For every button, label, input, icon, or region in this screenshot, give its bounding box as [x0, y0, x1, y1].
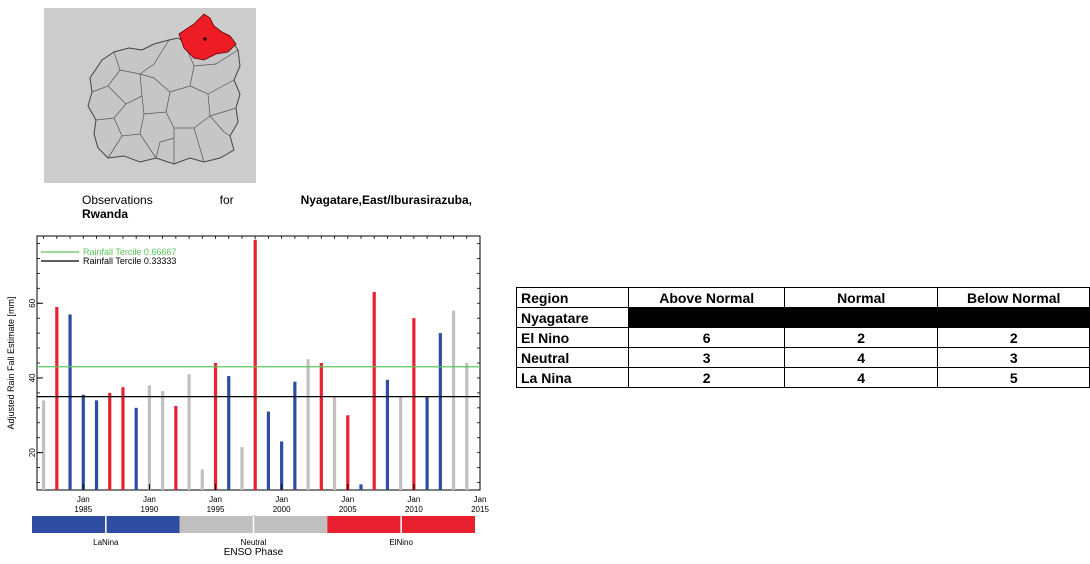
- bar-2001: [293, 381, 297, 490]
- bar-2003: [319, 363, 323, 490]
- table-cell: 4: [783, 367, 939, 388]
- table-header-normal: Normal: [783, 287, 939, 308]
- observations-location: Nyagatare,East/Iburasirazuba,: [300, 193, 472, 207]
- table-cell: 3: [628, 347, 785, 368]
- observations-label: Observations: [82, 193, 153, 207]
- table-row: El Nino 6 2 2: [515, 327, 1090, 348]
- x-tick-label-month: Jan: [209, 495, 222, 504]
- bar-1995: [213, 363, 218, 490]
- observations-country: Rwanda: [82, 207, 129, 221]
- bar-2012: [438, 333, 442, 490]
- bar-1987: [108, 392, 112, 490]
- bar-1997: [240, 447, 244, 490]
- table-cell: [937, 307, 1090, 328]
- bar-1982: [42, 400, 46, 490]
- bar-1986: [94, 400, 99, 490]
- legend-label: Rainfall Tercile 0.33333: [83, 256, 176, 266]
- observations-title: Observations for Nyagatare,East/Iburasir…: [82, 193, 472, 221]
- bar-1991: [161, 391, 165, 490]
- table-header-region: Region: [515, 287, 630, 308]
- table-row-label: El Nino: [515, 327, 630, 348]
- table-region-row: Nyagatare: [515, 307, 1090, 328]
- y-tick-label: 20: [28, 448, 37, 457]
- bar-1998: [253, 239, 257, 490]
- table-cell: [783, 307, 939, 328]
- bar-1999: [266, 411, 271, 490]
- x-tick-label-year: 2015: [471, 505, 489, 514]
- x-tick-label-month: Jan: [407, 495, 420, 504]
- x-tick-label-year: 2000: [273, 505, 291, 514]
- bar-2008: [385, 379, 390, 490]
- x-tick-label-year: 1985: [74, 505, 92, 514]
- bar-1990: [147, 385, 152, 490]
- x-tick-label-year: 1995: [207, 505, 225, 514]
- bar-1988: [121, 387, 125, 490]
- bar-1996: [227, 376, 231, 490]
- bar-2009: [399, 396, 403, 490]
- table-row-label: La Nina: [515, 367, 630, 388]
- district-borders: [91, 39, 239, 164]
- enso-segment-label: LaNina: [93, 538, 119, 547]
- bar-2000: [280, 441, 284, 490]
- x-tick-label-month: Jan: [77, 495, 90, 504]
- bar-1985: [81, 394, 85, 490]
- bar-1992: [174, 405, 178, 490]
- bar-2013: [451, 310, 456, 490]
- table-cell: 3: [937, 347, 1090, 368]
- table-cell: 5: [937, 367, 1090, 388]
- table-cell: 4: [783, 347, 939, 368]
- bar-2011: [425, 396, 429, 490]
- x-tick-label-month: Jan: [275, 495, 288, 504]
- bar-2002: [306, 359, 310, 490]
- table-cell: 2: [783, 327, 939, 348]
- bar-1984: [68, 314, 72, 490]
- enso-segment-label: Neutral: [241, 538, 267, 547]
- table-header-row: Region Above Normal Normal Below Normal: [515, 287, 1090, 308]
- x-tick-label-year: 2005: [339, 505, 357, 514]
- enso-segment-label: ElNino: [389, 538, 413, 547]
- bar-1989: [134, 407, 138, 490]
- bar-2014: [465, 363, 469, 490]
- table-header-above-normal: Above Normal: [628, 287, 785, 308]
- table-row: Neutral 3 4 3: [515, 347, 1090, 368]
- x-tick-label-month: Jan: [474, 495, 487, 504]
- y-axis-title: Adjusted Rain Fall Estimate [mm]: [6, 296, 16, 429]
- nyagatare-marker: [203, 37, 207, 41]
- x-tick-label-year: 2010: [405, 505, 423, 514]
- nyagatare-district-highlight: [178, 13, 237, 61]
- table-row: La Nina 2 4 5: [515, 367, 1090, 388]
- bar-2005: [346, 415, 350, 490]
- enso-phase-title: ENSO Phase: [224, 547, 284, 558]
- y-tick-label: 60: [28, 298, 37, 307]
- region-map: [44, 8, 256, 183]
- tercile-count-table: Region Above Normal Normal Below Normal …: [515, 287, 1090, 388]
- table-header-below-normal: Below Normal: [937, 287, 1090, 308]
- observations-for-label: for: [219, 193, 234, 207]
- y-tick-label: 40: [28, 373, 37, 382]
- country-outline: [87, 33, 241, 165]
- table-row-label: Neutral: [515, 347, 630, 368]
- legend-label: Rainfall Tercile 0.66667: [83, 247, 176, 257]
- bar-1994: [200, 469, 204, 490]
- table-cell: 2: [628, 367, 785, 388]
- x-tick-label-month: Jan: [143, 495, 156, 504]
- bar-2006: [359, 484, 363, 490]
- x-tick-label-year: 1990: [141, 505, 159, 514]
- table-region-name: Nyagatare: [515, 307, 630, 328]
- table-cell: 6: [628, 327, 785, 348]
- rwanda-map-image: [44, 8, 256, 183]
- x-tick-label-month: Jan: [341, 495, 354, 504]
- bar-2007: [372, 292, 376, 490]
- bar-2004: [332, 396, 337, 490]
- table-cell: 2: [937, 327, 1090, 348]
- bar-1993: [187, 374, 191, 490]
- bar-2010: [412, 318, 416, 490]
- bar-1983: [55, 306, 59, 490]
- table-cell: [628, 307, 785, 328]
- rainfall-chart: Rainfall Tercile 0.66667 Rainfall Tercile…: [0, 228, 490, 564]
